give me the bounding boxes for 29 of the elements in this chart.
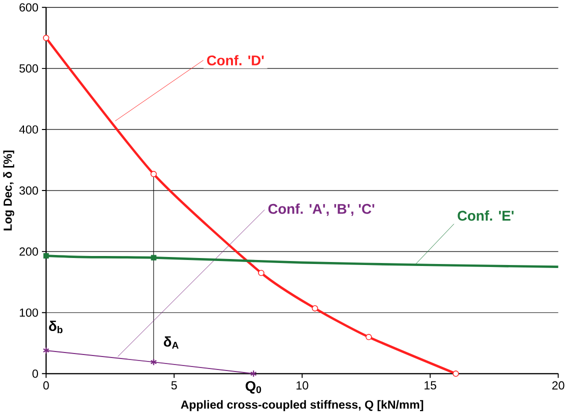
annotation: δ$_{A}$ <box>164 336 179 348</box>
point <box>150 254 156 260</box>
y-tick-label: 500 <box>19 64 38 72</box>
point <box>452 370 459 377</box>
annotation: Conf. 'D' <box>207 54 264 66</box>
point <box>150 170 157 178</box>
annotation: Conf. 'E' <box>458 210 514 221</box>
point <box>312 305 318 312</box>
point <box>258 270 264 276</box>
point <box>150 358 157 366</box>
x-tick-label: 15 <box>424 381 436 390</box>
y-tick-label: 0 <box>32 369 38 378</box>
point <box>42 34 50 41</box>
annotation: Conf. 'A', 'B', 'C' <box>268 203 374 216</box>
y-tick-label: 300 <box>19 186 38 195</box>
x-tick-label: 0 <box>43 381 49 390</box>
x-tick-label: 10 <box>296 381 308 390</box>
point <box>366 334 372 340</box>
y-axis-title: Log Dec, δ [%] <box>3 150 14 230</box>
y-tick-label: 400 <box>19 125 38 134</box>
y-tick-label: 200 <box>20 247 38 256</box>
annotation: Q$_{0}$ <box>246 380 262 394</box>
x-axis-title: Applied cross-coupled stiffness, Q [kN/mm] <box>180 400 424 411</box>
x-tick-label: 20 <box>552 381 564 390</box>
y-tick-label: 100 <box>20 308 38 317</box>
point <box>43 252 49 258</box>
annotation: δ$_{b}$ <box>49 320 62 334</box>
x-tick-label: 5 <box>171 381 177 390</box>
y-tick-label: 600 <box>20 3 38 12</box>
